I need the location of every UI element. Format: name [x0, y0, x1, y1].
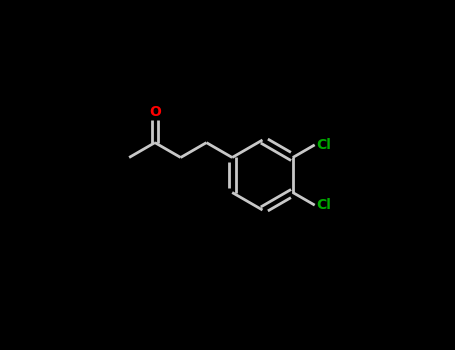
Text: Cl: Cl — [317, 198, 331, 212]
Text: O: O — [149, 105, 161, 119]
Text: Cl: Cl — [317, 138, 331, 152]
